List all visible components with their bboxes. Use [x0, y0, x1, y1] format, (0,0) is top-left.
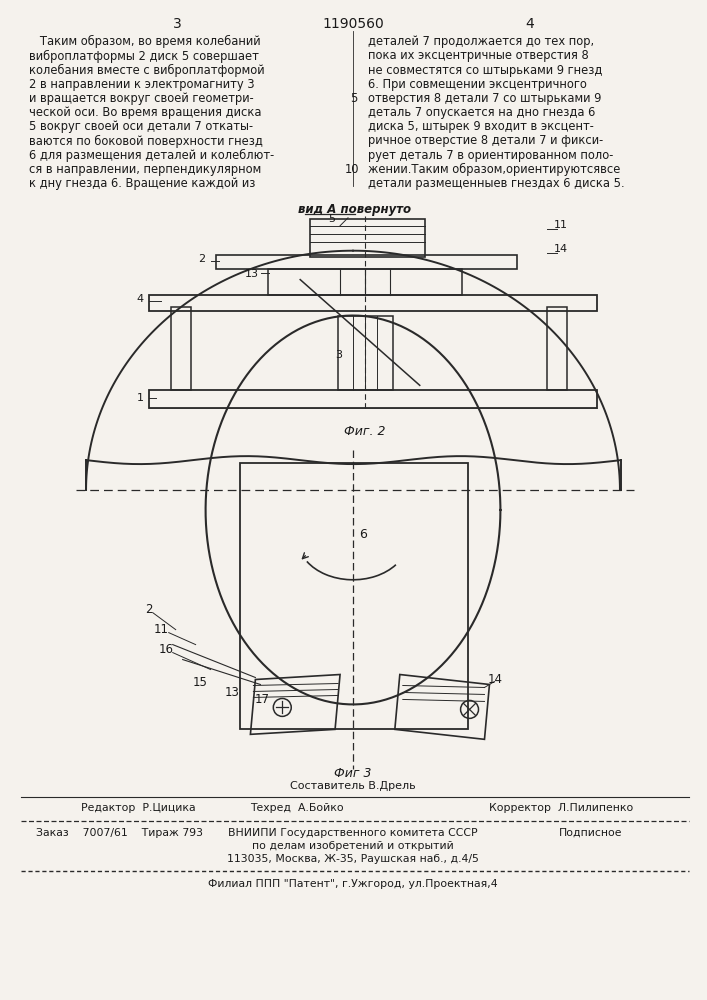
Text: Корректор  Л.Пилипенко: Корректор Л.Пилипенко — [489, 803, 633, 813]
Text: жении.Таким образом,ориентируютсявсе: жении.Таким образом,ориентируютсявсе — [368, 163, 620, 176]
Text: Таким образом, во время колебаний: Таким образом, во время колебаний — [29, 35, 261, 48]
Text: 11: 11 — [554, 220, 568, 230]
Bar — [338, 316, 393, 390]
Text: по делам изобретений и открытий: по делам изобретений и открытий — [252, 841, 454, 851]
Text: деталь 7 опускается на дно гнезда 6: деталь 7 опускается на дно гнезда 6 — [368, 106, 595, 119]
Text: ричное отверстие 8 детали 7 и фикси-: ричное отверстие 8 детали 7 и фикси- — [368, 134, 603, 147]
Text: рует деталь 7 в ориентированном поло-: рует деталь 7 в ориентированном поло- — [368, 149, 613, 162]
Text: Подписное: Подписное — [559, 828, 623, 838]
Text: вид A повернуто: вид A повернуто — [298, 203, 411, 216]
Text: 13: 13 — [225, 686, 240, 699]
Text: 1190560: 1190560 — [322, 17, 384, 31]
Bar — [170, 307, 191, 390]
Text: 14: 14 — [487, 673, 503, 686]
Text: 5 вокруг своей оси детали 7 откаты-: 5 вокруг своей оси детали 7 откаты- — [29, 120, 253, 133]
Text: 6: 6 — [359, 528, 367, 541]
Bar — [216, 255, 518, 269]
Text: 17: 17 — [255, 693, 270, 706]
Text: Техред  А.Бойко: Техред А.Бойко — [250, 803, 344, 813]
Text: отверстия 8 детали 7 со штырьками 9: отверстия 8 детали 7 со штырьками 9 — [368, 92, 602, 105]
Text: 14: 14 — [554, 244, 568, 254]
Text: Филиал ППП "Патент", г.Ужгород, ул.Проектная,4: Филиал ППП "Патент", г.Ужгород, ул.Проек… — [208, 879, 498, 889]
Text: Составитель В.Дрель: Составитель В.Дрель — [290, 781, 416, 791]
Text: Заказ    7007/61    Тираж 793: Заказ 7007/61 Тираж 793 — [36, 828, 203, 838]
Text: к дну гнезда 6. Вращение каждой из: к дну гнезда 6. Вращение каждой из — [29, 177, 256, 190]
Text: ВНИИПИ Государственного комитета СССР: ВНИИПИ Государственного комитета СССР — [228, 828, 478, 838]
Text: детали размещенныев гнездах 6 диска 5.: детали размещенныев гнездах 6 диска 5. — [368, 177, 624, 190]
Text: пока их эксцентричные отверстия 8: пока их эксцентричные отверстия 8 — [368, 49, 589, 62]
Text: и вращается вокруг своей геометри-: и вращается вокруг своей геометри- — [29, 92, 254, 105]
Text: ваются по боковой поверхности гнезд: ваются по боковой поверхности гнезд — [29, 134, 263, 148]
Text: 4: 4 — [525, 17, 534, 31]
Text: 10: 10 — [345, 163, 359, 176]
Text: 15: 15 — [193, 676, 208, 689]
Bar — [269, 269, 462, 295]
Bar — [310, 219, 425, 257]
Text: 3: 3 — [335, 350, 342, 360]
Text: 3: 3 — [173, 17, 182, 31]
Text: диска 5, штырек 9 входит в эксцент-: диска 5, штырек 9 входит в эксцент- — [368, 120, 594, 133]
Text: 11: 11 — [153, 623, 168, 636]
Text: ся в направлении, перпендикулярном: ся в направлении, перпендикулярном — [29, 163, 262, 176]
Text: 2 в направлении к электромагниту 3: 2 в направлении к электромагниту 3 — [29, 78, 255, 91]
Text: 2: 2 — [199, 254, 206, 264]
Text: 16: 16 — [158, 643, 173, 656]
Bar — [240, 463, 467, 729]
Bar — [148, 295, 597, 311]
Text: виброплатформы 2 диск 5 совершает: виброплатформы 2 диск 5 совершает — [29, 49, 259, 63]
Text: 4: 4 — [136, 294, 144, 304]
Text: 1: 1 — [137, 393, 144, 403]
Bar — [547, 307, 567, 390]
Bar — [148, 390, 597, 408]
Text: 2: 2 — [145, 603, 153, 616]
Text: не совместятся со штырьками 9 гнезд: не совместятся со штырьками 9 гнезд — [368, 64, 602, 77]
Text: 6 для размещения деталей и колеблют-: 6 для размещения деталей и колеблют- — [29, 149, 274, 162]
Text: 113035, Москва, Ж-35, Раушская наб., д.4/5: 113035, Москва, Ж-35, Раушская наб., д.4… — [227, 854, 479, 864]
Text: деталей 7 продолжается до тех пор,: деталей 7 продолжается до тех пор, — [368, 35, 594, 48]
Text: Фиг. 2: Фиг. 2 — [344, 425, 386, 438]
Text: 6. При совмещении эксцентричного: 6. При совмещении эксцентричного — [368, 78, 587, 91]
Text: колебания вместе с виброплатформой: колебания вместе с виброплатформой — [29, 64, 265, 77]
Text: Редактор  Р.Цицика: Редактор Р.Цицика — [81, 803, 196, 813]
Text: 5: 5 — [328, 214, 335, 224]
Text: ческой оси. Во время вращения диска: ческой оси. Во время вращения диска — [29, 106, 262, 119]
Text: 13: 13 — [245, 269, 258, 279]
Text: Фиг 3: Фиг 3 — [334, 767, 372, 780]
Text: 5: 5 — [350, 92, 358, 105]
